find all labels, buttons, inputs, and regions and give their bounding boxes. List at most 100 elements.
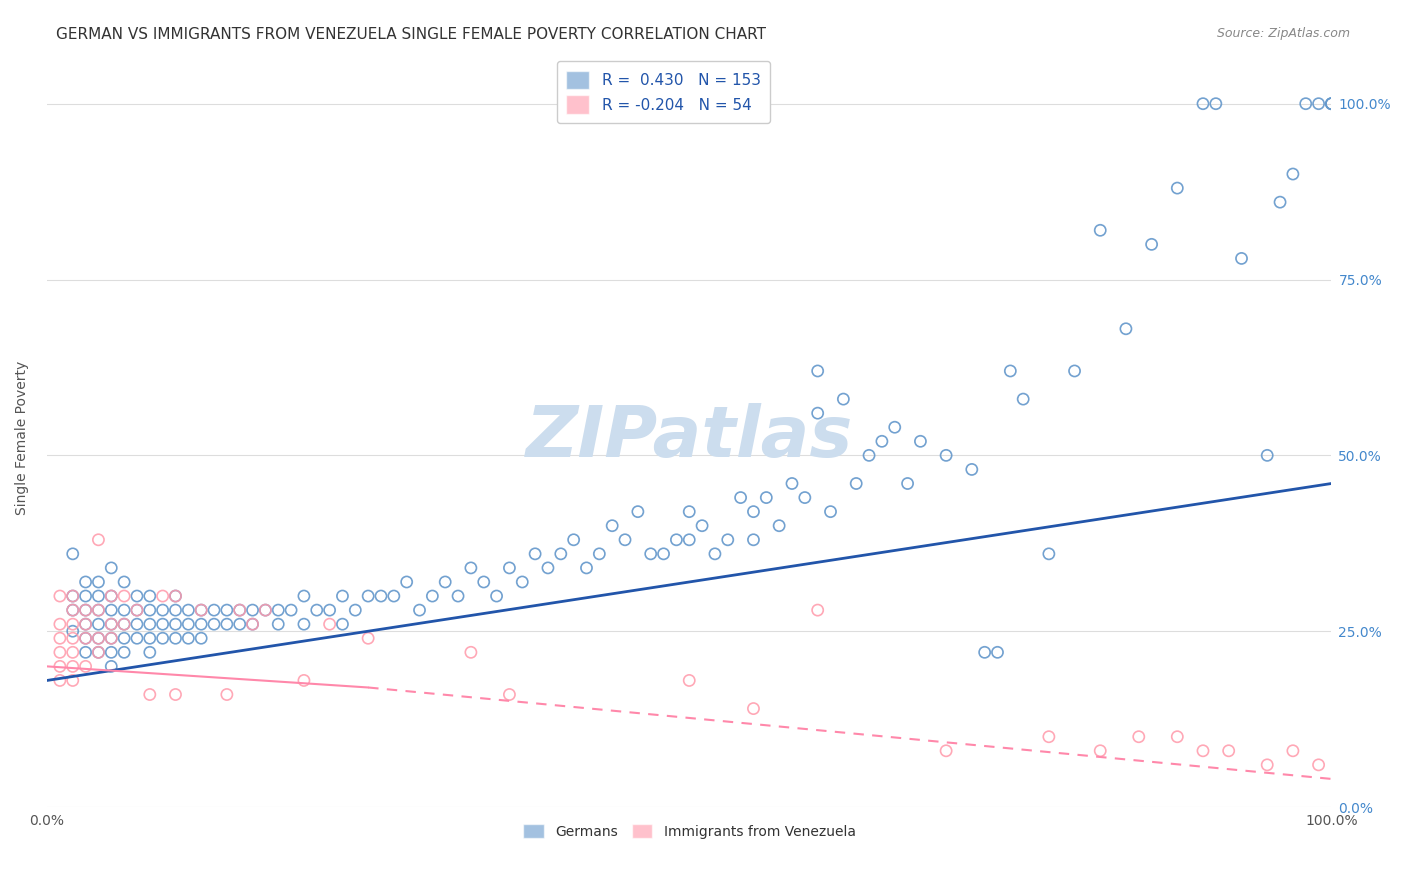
- Point: [62, 645, 84, 659]
- Point: [228, 603, 250, 617]
- Point: [215, 603, 238, 617]
- Point: [870, 434, 893, 449]
- Point: [1308, 757, 1330, 772]
- Point: [125, 617, 148, 632]
- Legend: Germans, Immigrants from Venezuela: Germans, Immigrants from Venezuela: [517, 819, 860, 845]
- Point: [524, 547, 547, 561]
- Point: [897, 476, 920, 491]
- Point: [742, 505, 765, 519]
- Point: [832, 392, 855, 406]
- Text: Source: ZipAtlas.com: Source: ZipAtlas.com: [1216, 27, 1350, 40]
- Point: [742, 533, 765, 547]
- Point: [100, 589, 122, 603]
- Point: [125, 617, 148, 632]
- Point: [858, 449, 880, 463]
- Point: [730, 491, 752, 505]
- Point: [678, 533, 700, 547]
- Point: [242, 617, 264, 632]
- Point: [152, 603, 174, 617]
- Point: [1230, 252, 1253, 266]
- Point: [125, 632, 148, 646]
- Point: [75, 617, 97, 632]
- Point: [395, 574, 418, 589]
- Point: [75, 659, 97, 673]
- Point: [62, 617, 84, 632]
- Point: [640, 547, 662, 561]
- Point: [986, 645, 1008, 659]
- Point: [165, 688, 187, 702]
- Point: [177, 617, 200, 632]
- Point: [665, 533, 688, 547]
- Point: [242, 603, 264, 617]
- Point: [75, 645, 97, 659]
- Point: [460, 561, 482, 575]
- Point: [510, 574, 533, 589]
- Point: [1166, 181, 1188, 195]
- Point: [49, 589, 72, 603]
- Point: [1012, 392, 1035, 406]
- Point: [75, 589, 97, 603]
- Point: [973, 645, 995, 659]
- Point: [305, 603, 328, 617]
- Point: [935, 449, 957, 463]
- Point: [807, 603, 830, 617]
- Point: [627, 505, 650, 519]
- Point: [165, 617, 187, 632]
- Point: [165, 603, 187, 617]
- Point: [100, 589, 122, 603]
- Point: [318, 603, 340, 617]
- Point: [1268, 195, 1291, 210]
- Text: ZIPatlas: ZIPatlas: [526, 403, 853, 472]
- Point: [87, 645, 110, 659]
- Point: [152, 603, 174, 617]
- Point: [1295, 96, 1317, 111]
- Point: [703, 547, 725, 561]
- Point: [498, 561, 520, 575]
- Point: [845, 476, 868, 491]
- Point: [112, 603, 135, 617]
- Point: [510, 574, 533, 589]
- Point: [100, 561, 122, 575]
- Point: [332, 617, 354, 632]
- Point: [600, 518, 623, 533]
- Point: [524, 547, 547, 561]
- Point: [62, 547, 84, 561]
- Point: [228, 603, 250, 617]
- Point: [973, 645, 995, 659]
- Point: [87, 617, 110, 632]
- Point: [1282, 744, 1305, 758]
- Point: [318, 617, 340, 632]
- Point: [1320, 96, 1343, 111]
- Point: [986, 645, 1008, 659]
- Point: [139, 645, 162, 659]
- Point: [49, 673, 72, 688]
- Point: [575, 561, 598, 575]
- Point: [139, 617, 162, 632]
- Point: [75, 632, 97, 646]
- Point: [112, 603, 135, 617]
- Point: [370, 589, 392, 603]
- Point: [49, 659, 72, 673]
- Point: [332, 589, 354, 603]
- Point: [1308, 96, 1330, 111]
- Point: [87, 632, 110, 646]
- Point: [112, 645, 135, 659]
- Point: [1063, 364, 1085, 378]
- Point: [742, 701, 765, 715]
- Point: [228, 617, 250, 632]
- Point: [62, 547, 84, 561]
- Point: [614, 533, 637, 547]
- Point: [780, 476, 803, 491]
- Point: [62, 632, 84, 646]
- Point: [640, 547, 662, 561]
- Point: [139, 688, 162, 702]
- Point: [215, 688, 238, 702]
- Point: [75, 617, 97, 632]
- Point: [100, 603, 122, 617]
- Point: [280, 603, 302, 617]
- Point: [100, 645, 122, 659]
- Point: [165, 589, 187, 603]
- Point: [75, 603, 97, 617]
- Point: [485, 589, 508, 603]
- Point: [1282, 167, 1305, 181]
